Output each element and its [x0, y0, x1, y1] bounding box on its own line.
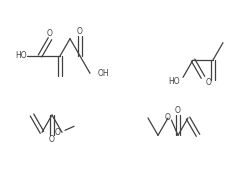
- Text: O: O: [55, 128, 61, 137]
- Text: O: O: [205, 78, 211, 87]
- Text: OH: OH: [98, 69, 109, 78]
- Text: O: O: [77, 27, 83, 35]
- Text: HO: HO: [168, 77, 179, 86]
- Text: O: O: [164, 114, 170, 122]
- Text: O: O: [47, 29, 53, 38]
- Text: O: O: [49, 136, 55, 145]
- Text: HO: HO: [15, 52, 27, 60]
- Text: O: O: [174, 106, 180, 115]
